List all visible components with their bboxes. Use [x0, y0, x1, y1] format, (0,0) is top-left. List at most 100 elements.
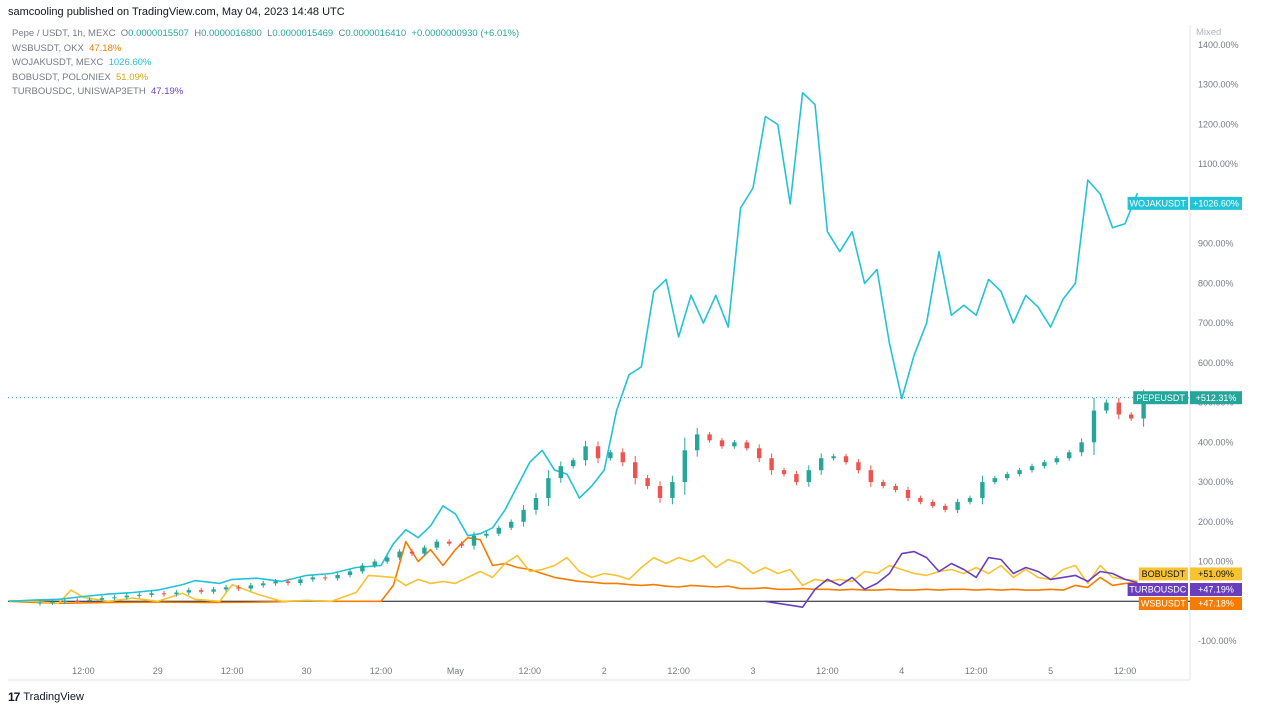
pepe-candle [1054, 458, 1059, 463]
publisher-caption: samcooling published on TradingView.com,… [8, 6, 345, 18]
pepe-candle [707, 434, 712, 441]
value-tag-value: +512.31% [1196, 393, 1237, 403]
value-tag-name: WOJAKUSDT [1130, 199, 1187, 209]
value-tag-value: +47.19% [1198, 585, 1234, 595]
time-scale-tick-label: 3 [750, 666, 755, 676]
legend-compare-name: WOJAKUSDT, MEXC [12, 57, 104, 68]
legend-c-value: 0.0000016410 [345, 28, 407, 39]
legend-compare-bob[interactable]: BOBUSDT, POLONIEX 51.09% [12, 71, 519, 86]
footer-brand[interactable]: 17 TradingView [8, 690, 84, 704]
pepe-candle [657, 486, 663, 498]
pepe-candle [1091, 410, 1097, 443]
pepe-candle [992, 478, 997, 483]
pepe-candle [533, 497, 539, 510]
pepe-candle [323, 577, 328, 579]
value-tag-value: +47.18% [1198, 599, 1234, 609]
legend-compare-value: 47.19% [151, 86, 184, 97]
time-scale[interactable]: 12:00 29 12:00 30 12:00 May 12:00 2 12:00 3 12:00 4… [72, 666, 1136, 676]
time-scale-tick-label: 29 [153, 666, 163, 676]
time-scale-tick-label: May [447, 666, 465, 676]
legend-l-value: 0.0000015469 [272, 28, 334, 39]
value-tag-turbousdc: TURBOUSDC +47.19% [1127, 583, 1242, 597]
price-scale-tick-label: 300.00% [1198, 477, 1234, 487]
pepe-candle [719, 440, 725, 447]
legend-o-label: O [120, 28, 129, 39]
pepe-candle [682, 450, 687, 483]
pepe-candle [471, 535, 477, 546]
value-tag-name-bg [1127, 196, 1188, 210]
pepe-candle [744, 442, 749, 449]
pepe-candle [285, 581, 291, 583]
price-scale-tick-label: 600.00% [1198, 358, 1234, 368]
value-tag-name: PEPEUSDT [1136, 393, 1185, 403]
pepe-candle [75, 600, 80, 602]
value-tag-name-bg [1127, 583, 1188, 597]
pepe-candle [223, 587, 229, 590]
value-tag-name: BOBUSDT [1142, 569, 1186, 579]
price-scale[interactable]: 1400.00%1300.00%1200.00%1100.00%1000.00%… [1198, 40, 1239, 646]
value-tag-value-bg [1190, 597, 1242, 611]
value-tag-value-bg [1190, 196, 1242, 210]
pepe-candle [62, 600, 67, 602]
value-tag-value-bg [1190, 391, 1242, 405]
pepe-candle [794, 474, 799, 483]
legend-compare-value: 47.18% [89, 42, 122, 54]
price-scale-tick-label: 700.00% [1198, 318, 1234, 328]
legend-c-label: C [338, 28, 346, 39]
pepe-candle [99, 598, 105, 600]
value-tag-pepeusdt: PEPEUSDT +512.31% [1133, 391, 1242, 405]
pepe-candle [496, 527, 501, 534]
value-tag-name-bg [1138, 567, 1188, 581]
pepe-candle [1141, 397, 1146, 419]
pepe-candle [1042, 462, 1047, 467]
time-scale-tick-label: 12:00 [370, 666, 393, 676]
tradingview-brand-label: TradingView [23, 691, 84, 703]
plot-area [8, 25, 1191, 681]
pepe-candle [868, 470, 873, 483]
pepe-candle [50, 601, 55, 603]
pepe-candle [112, 597, 117, 599]
legend-change: +0.0000000930 (+6.01%) [411, 28, 520, 39]
price-scale-tick-label: 100.00% [1198, 557, 1234, 567]
pepe-candle [199, 590, 204, 592]
time-scale-tick-label: 4 [899, 666, 904, 676]
pepe-candle [422, 547, 427, 554]
pepe-candle [397, 551, 402, 558]
pepe-candle [385, 557, 390, 562]
pepe-candle [955, 501, 960, 510]
pepe-candle [1017, 470, 1022, 475]
pepe-candle [248, 585, 253, 589]
pepe-candle [372, 561, 377, 566]
pepe-candle [583, 446, 588, 461]
legend-compare-wsb[interactable]: WSBUSDT, OKX 47.18% [12, 42, 519, 57]
pepe-candle [620, 452, 625, 463]
legend-compare-name: WSBUSDT, OKX [12, 42, 84, 54]
scale-mode-label[interactable]: Mixed [1196, 27, 1222, 38]
pepe-candle [781, 470, 787, 475]
pepe-candle [695, 434, 700, 451]
pepe-candle [310, 577, 315, 580]
pepe-candle [757, 448, 762, 459]
price-chart[interactable]: 1400.00%1300.00%1200.00%1100.00%1000.00%… [0, 0, 1280, 686]
legend-main-row[interactable]: Pepe / USDT, 1h, MEXC O0.0000015507 H0.0… [12, 27, 519, 42]
time-scale-tick-label: 2 [602, 666, 607, 676]
pepe-candle [893, 486, 898, 491]
legend-compare-wojak[interactable]: WOJAKUSDT, MEXC 1026.60% [12, 56, 519, 71]
pepe-candle [360, 565, 365, 572]
pepe-candle [149, 593, 154, 595]
time-scale-tick-label: 12:00 [965, 666, 988, 676]
price-scale-tick-label: -100.00% [1198, 636, 1237, 646]
pepe-candle [918, 497, 923, 502]
pepe-candle [967, 497, 973, 502]
pepe-candle [124, 595, 129, 598]
legend-compare-turbo[interactable]: TURBOUSDC, UNISWAP3ETH 47.19% [12, 85, 519, 100]
pepe-candle [1029, 466, 1035, 471]
pepe-candle [186, 590, 191, 593]
series-line-wsbusdt [8, 536, 1138, 605]
time-scale-tick-label: 12:00 [519, 666, 542, 676]
pepe-candle [806, 470, 811, 483]
value-tag-wsbusdt: WSBUSDT +47.18% [1138, 597, 1242, 611]
pepe-candle [856, 462, 861, 471]
value-tag-name: TURBOUSDC [1129, 585, 1187, 595]
pepe-candle [434, 541, 439, 548]
